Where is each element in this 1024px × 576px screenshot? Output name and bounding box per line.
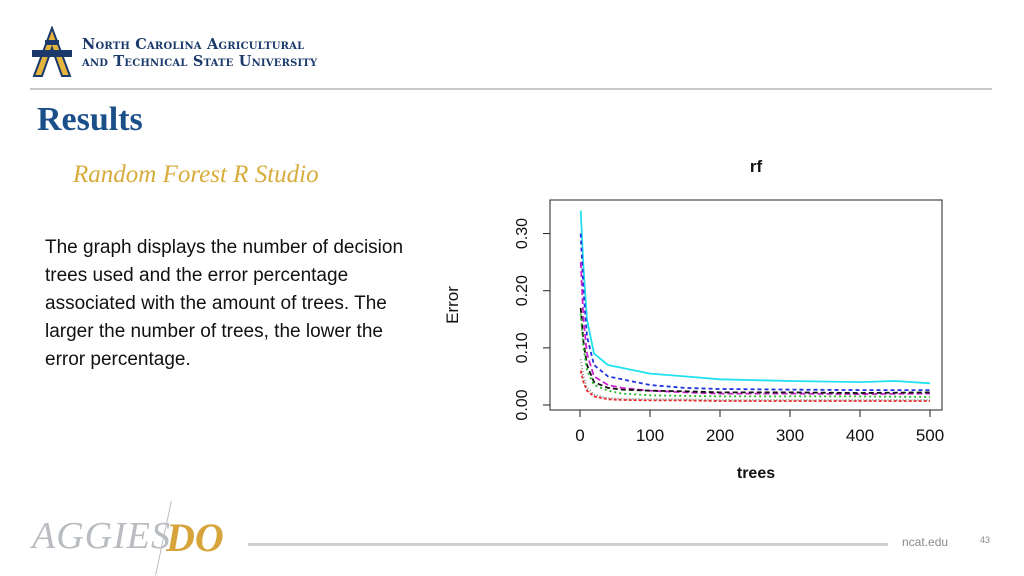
header-divider [30,88,992,90]
series-line-s6 [579,370,930,402]
y-tick-label: 0.20 [514,275,531,306]
footer-site: ncat.edu [902,535,949,549]
chart-title: rf [750,157,763,176]
x-tick-label: 200 [706,426,734,445]
footer-divider [248,543,888,546]
footer-brand-do: DO [166,515,224,560]
chart-y-label: Error [443,286,462,324]
x-tick-label: 500 [916,426,944,445]
university-name-line1: North Carolina Agricultural [82,36,305,53]
y-tick-label: 0.10 [514,332,531,363]
axis-ticks: 0 100 200 300 400 500 0.00 0.10 0.20 0.30 [514,218,944,445]
slide-subtitle: Random Forest R Studio [73,161,319,188]
x-tick-label: 100 [636,426,664,445]
page-number: 43 [980,535,991,545]
slide-title: Results [37,101,143,138]
x-tick-label: 0 [575,426,584,445]
error-vs-trees-chart: rf trees Error 0 100 200 300 400 5000.000.100… [443,157,944,482]
series-line-s2 [579,233,930,392]
chart-series [579,210,931,402]
series-line-s1 [579,210,931,385]
series-line-s7 [579,359,930,401]
x-tick-label: 400 [846,426,874,445]
university-name-line2: and Technical State University [82,53,318,70]
y-tick-label: 0.30 [514,218,531,249]
y-tick-label: 0.00 [514,389,531,420]
chart-x-label: trees [737,465,775,482]
series-line-s5 [579,313,931,398]
university-name: North Carolina Agricultural and Technica… [82,36,317,70]
university-logo [32,26,72,77]
x-tick-label: 300 [776,426,804,445]
series-line-s3 [579,262,931,396]
footer-brand-aggies: AGGIES [32,515,171,557]
plot-frame [549,199,943,411]
series-line-s4 [579,307,931,394]
slide-body-text: The graph displays the number of decisio… [45,237,404,370]
